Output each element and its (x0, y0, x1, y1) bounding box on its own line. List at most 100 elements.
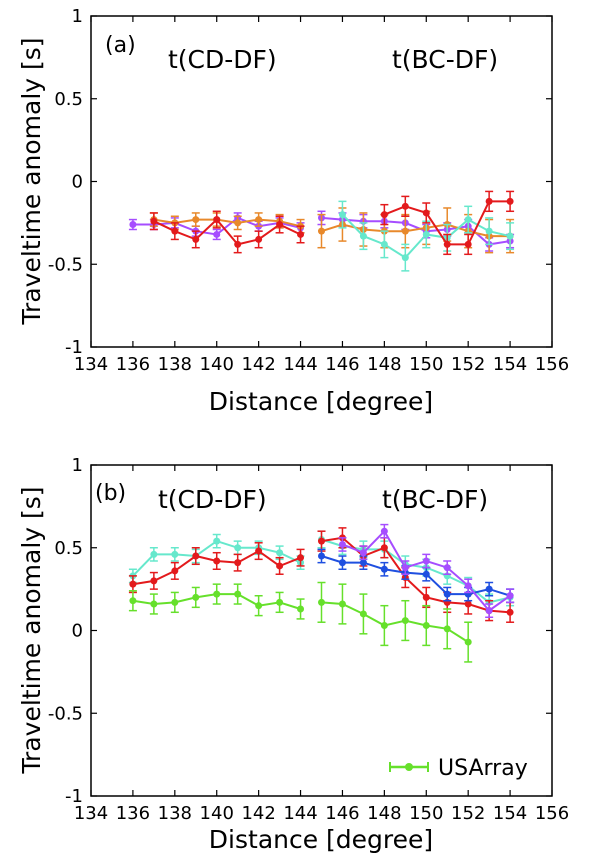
x-tick-label: 146 (325, 803, 359, 824)
data-point (380, 622, 388, 630)
x-tick-label: 148 (367, 354, 401, 375)
x-tick-label: 152 (451, 354, 485, 375)
data-point (401, 617, 409, 625)
x-tick-label: 154 (493, 354, 527, 375)
annotation-cd-df-a: t(CD-DF) (168, 45, 277, 74)
annotation-cd-df-b: t(CD-DF) (158, 485, 267, 514)
y-tick-label: -0.5 (48, 703, 83, 724)
x-tick-label: 144 (283, 354, 317, 375)
data-point (129, 580, 137, 588)
data-point (380, 211, 388, 219)
y-tick-label: 0 (72, 172, 83, 193)
data-point (485, 197, 493, 205)
data-point (129, 221, 137, 229)
y-tick-label: 1 (72, 6, 83, 27)
data-point (422, 593, 430, 601)
data-point (192, 552, 200, 560)
series-cyan-3 (317, 530, 515, 612)
data-point (506, 232, 514, 240)
data-point (171, 227, 179, 235)
data-point (213, 590, 221, 598)
data-point (150, 550, 158, 558)
x-tick-label: 140 (200, 354, 234, 375)
data-point (401, 564, 409, 572)
y-tick-label: -1 (65, 337, 83, 358)
x-tick-label: 152 (451, 803, 485, 824)
plot-area-b (90, 464, 553, 797)
data-point (464, 240, 472, 248)
data-point (506, 608, 514, 616)
data-point (318, 227, 325, 235)
x-tick-label: 136 (116, 803, 150, 824)
series-line (321, 536, 511, 614)
x-tick-label: 140 (200, 803, 234, 824)
series-line (321, 216, 511, 246)
data-point (171, 550, 179, 558)
data-point (506, 592, 514, 600)
series-line (321, 223, 511, 238)
series-line (321, 538, 511, 604)
data-point (255, 235, 263, 243)
data-point (464, 582, 472, 590)
data-point (443, 590, 451, 598)
data-point (150, 217, 158, 225)
data-point (297, 230, 305, 238)
data-point (255, 216, 263, 224)
data-point (485, 227, 493, 235)
annotation-bc-df-a: t(BC-DF) (392, 45, 498, 74)
data-point (213, 537, 221, 545)
panel-a: (a) t(CD-DF) t(BC-DF) Distance [degree] … (17, 6, 569, 416)
x-tick-label: 138 (158, 354, 192, 375)
data-point (464, 600, 472, 608)
data-point (255, 602, 263, 610)
series-purple-6 (338, 523, 515, 619)
panel-b: (b) t(CD-DF) t(BC-DF) Distance [degree] … (17, 455, 569, 854)
y-axis-label-a: Traveltime anomaly [s] (17, 37, 46, 325)
data-point (338, 600, 346, 608)
x-axis-label-a: Distance [degree] (209, 387, 433, 416)
data-point (297, 605, 305, 613)
data-point (276, 562, 284, 570)
axis-ticks-a: 134 136 138 140 142 144 146 148 150 152 154 156 1 0.5… (48, 6, 569, 375)
panel-tag-a: (a) (105, 33, 136, 58)
y-tick-label: 0.5 (54, 89, 83, 110)
legend: USArray (389, 756, 528, 781)
axis-ticks-b: 134 136 138 140 142 144 146 148 150 152 154 156 1 0.5… (48, 455, 569, 824)
data-point (338, 540, 346, 548)
data-point (234, 544, 242, 552)
y-tick-label: 0 (72, 621, 83, 642)
data-point (464, 638, 472, 646)
data-point (422, 230, 430, 238)
series-green-2 (128, 583, 305, 620)
data-point (318, 598, 325, 606)
data-point (380, 240, 388, 248)
y-tick-label: 1 (72, 455, 83, 476)
y-tick-label: 0.5 (54, 538, 83, 559)
data-point (422, 622, 430, 630)
x-tick-label: 142 (241, 354, 275, 375)
data-point (192, 235, 200, 243)
data-point (485, 607, 493, 615)
data-point (380, 527, 388, 535)
x-tick-label: 150 (409, 803, 443, 824)
annotation-bc-df-b: t(BC-DF) (382, 485, 488, 514)
data-point (276, 549, 284, 557)
data-point (443, 564, 451, 572)
x-tick-label: 144 (283, 803, 317, 824)
legend-label-usarray: USArray (438, 756, 528, 781)
data-point (359, 610, 367, 618)
data-point (338, 211, 346, 219)
series-green-7 (317, 581, 473, 663)
series-cyan-5 (338, 200, 515, 272)
data-point (464, 216, 472, 224)
legend-marker (405, 763, 413, 771)
data-point (401, 202, 409, 210)
data-point (192, 216, 200, 224)
data-point (276, 598, 284, 606)
x-tick-label: 138 (158, 803, 192, 824)
x-axis-label-b: Distance [degree] (209, 825, 433, 854)
data-point (443, 625, 451, 633)
x-tick-label: 156 (535, 354, 569, 375)
data-point (150, 600, 158, 608)
